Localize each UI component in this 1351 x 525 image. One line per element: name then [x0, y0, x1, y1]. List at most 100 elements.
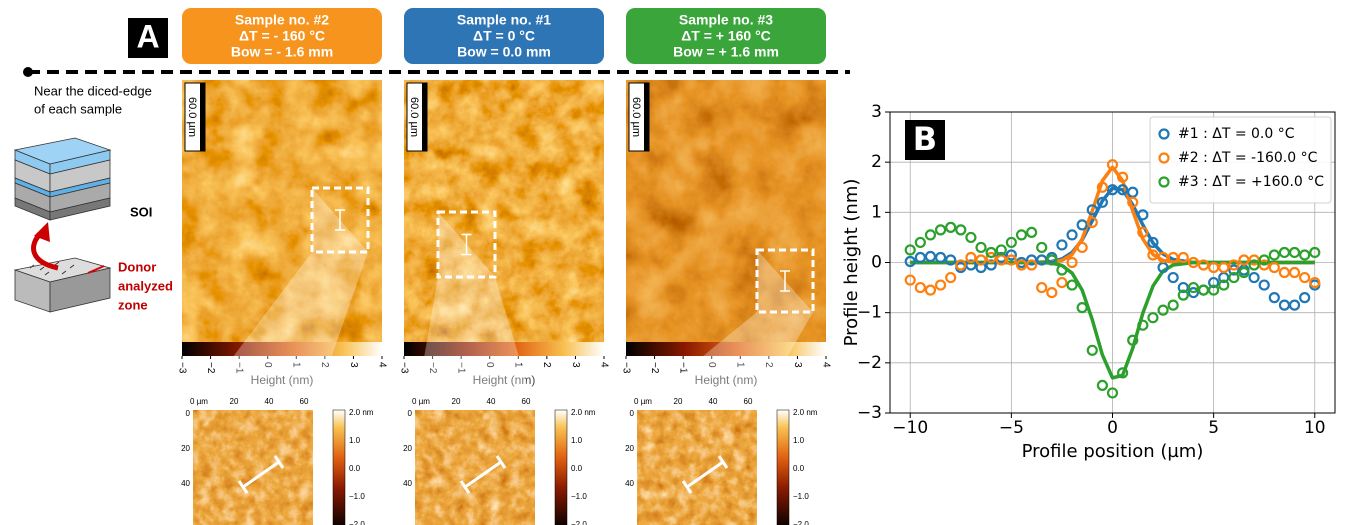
data-point — [945, 221, 957, 233]
panel-label: B — [913, 120, 937, 158]
inset-x-tick: 0 µm — [634, 397, 652, 406]
data-point — [1288, 299, 1301, 311]
data-point — [934, 251, 947, 264]
data-point — [1096, 196, 1108, 208]
inset-colorbar-tick: −2.0 — [571, 520, 587, 525]
donor-label: Donor — [118, 259, 156, 274]
data-point — [1268, 292, 1280, 304]
data-point — [1177, 289, 1189, 301]
data-point — [1127, 196, 1139, 208]
data-point — [1066, 256, 1078, 269]
data-point — [1127, 334, 1139, 346]
donor-label: analyzed — [118, 278, 173, 293]
legend-box — [1149, 116, 1332, 204]
data-point — [965, 259, 977, 271]
colorbar-tick-label: 1 — [513, 362, 524, 368]
inset-colorbar-tick: −1.0 — [793, 492, 809, 501]
data-point — [955, 224, 967, 236]
colorbar-tick-label: −3 — [620, 362, 631, 374]
data-point — [1066, 279, 1078, 291]
data-point — [1005, 254, 1017, 266]
data-point — [1278, 266, 1291, 279]
inset-colorbar-tick: 1.0 — [793, 436, 805, 445]
inset-colorbar-tick: 0.0 — [793, 464, 805, 473]
data-point — [1299, 249, 1311, 261]
data-point — [1167, 271, 1179, 284]
data-point — [1218, 261, 1230, 274]
y-tick-label: 3 — [871, 102, 882, 122]
data-point — [904, 274, 916, 286]
data-point — [965, 231, 977, 244]
data-point — [1208, 276, 1220, 289]
sample-title: Sample no. #3 — [679, 12, 773, 28]
colorbar-tick-label: 4 — [598, 362, 609, 368]
inset-y-tick: 40 — [625, 479, 634, 488]
y-axis-label: Profile height (nm) — [841, 179, 862, 347]
inset-x-tick: 20 — [674, 397, 683, 406]
data-point — [1005, 236, 1017, 249]
data-point — [1127, 186, 1139, 198]
data-point — [924, 284, 937, 296]
colorbar-tick-label: −1 — [456, 362, 467, 374]
inset-x-tick: 0 µm — [190, 397, 208, 406]
edge-note: Near the diced-edge — [34, 83, 152, 98]
panel-label: A — [136, 18, 159, 54]
data-point — [1117, 171, 1129, 183]
data-point — [934, 224, 947, 236]
inset-x-tick: 40 — [265, 397, 274, 406]
x-tick-label: 0 — [1107, 418, 1118, 438]
data-point — [995, 244, 1007, 256]
data-point — [1046, 287, 1058, 299]
scale-bar-label: 60.0 µm — [630, 97, 642, 137]
data-point — [1106, 184, 1119, 196]
data-point — [955, 259, 967, 271]
data-point — [1076, 219, 1088, 231]
inset-colorbar-tick: −1.0 — [349, 492, 365, 501]
data-point — [1076, 302, 1088, 314]
inset-x-tick: 20 — [452, 397, 461, 406]
data-point — [1096, 379, 1108, 392]
inset-x-tick: 0 µm — [412, 397, 430, 406]
scale-bar-line — [644, 83, 649, 151]
soi-label: SOI — [130, 204, 152, 219]
inset-colorbar-tick: 2.0 nm — [571, 408, 596, 417]
colorbar-tick-label: 3 — [792, 362, 803, 368]
colorbar-tick-label: −2 — [205, 362, 216, 374]
inset-x-tick: 60 — [744, 397, 753, 406]
data-point — [1228, 264, 1240, 276]
y-tick-label: 0 — [871, 253, 882, 273]
sample-delta-t: ΔT = 0 °C — [473, 28, 535, 44]
inset-colorbar-tick: −2.0 — [349, 520, 365, 525]
inset-x-tick: 60 — [300, 397, 309, 406]
data-point — [1197, 284, 1210, 296]
inset-y-tick: 40 — [403, 479, 412, 488]
afm-image — [626, 80, 826, 342]
colorbar-tick-label: 2 — [541, 362, 552, 368]
data-point — [1268, 249, 1280, 261]
colorbar-tick-label: 0 — [706, 362, 717, 368]
sample-header — [626, 8, 826, 64]
data-point — [945, 271, 957, 284]
data-point — [1086, 216, 1098, 228]
data-point — [1177, 281, 1189, 294]
sample-bow: Bow = + 1.6 mm — [673, 44, 779, 60]
legend-label: #1 : ΔT = 0.0 °C — [1178, 126, 1295, 142]
colorbar-tick-label: −2 — [427, 362, 438, 374]
zoom-projection — [415, 212, 535, 410]
data-point — [1106, 159, 1119, 171]
data-point — [1258, 259, 1270, 271]
data-point — [914, 236, 926, 249]
inset-x-tick: 40 — [709, 397, 718, 406]
data-point — [1056, 264, 1068, 276]
inset-y-tick: 0 — [408, 409, 413, 418]
sample-header — [404, 8, 604, 64]
scale-bar-label: 60.0 µm — [186, 97, 198, 137]
inset-profile — [681, 455, 729, 494]
inset-y-tick: 20 — [625, 444, 634, 453]
data-point — [1036, 281, 1048, 294]
inset-colorbar — [554, 409, 568, 525]
edge-line — [23, 67, 850, 77]
colorbar-tick-label: 2 — [319, 362, 330, 368]
x-tick-label: −5 — [999, 418, 1024, 438]
y-tick-label: −3 — [857, 403, 882, 423]
